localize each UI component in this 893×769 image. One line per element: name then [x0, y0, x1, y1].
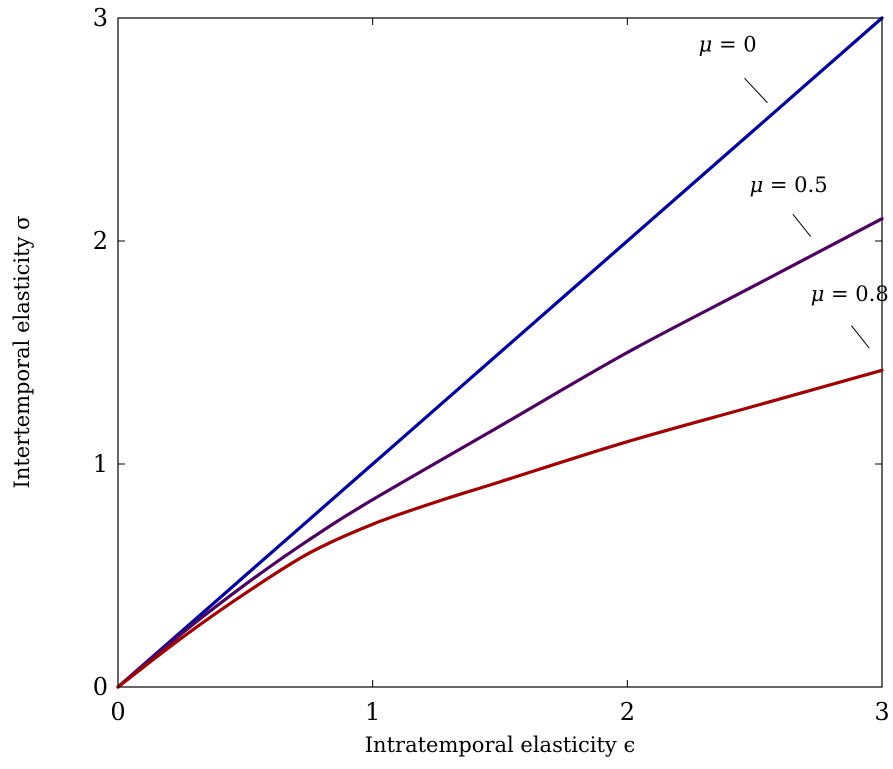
annotation-greek: μ	[811, 282, 825, 306]
y-axis-label: Intertemporal elasticity σ	[10, 216, 34, 489]
annotation-text: μ = 0	[699, 32, 757, 56]
y-tick-label: 2	[93, 227, 108, 255]
series-line-mu-0.5	[116, 217, 884, 689]
x-tick-label: 1	[365, 698, 380, 726]
y-tick-label: 3	[93, 4, 108, 32]
annotation-mu-0.8: μ = 0.8	[811, 282, 889, 349]
x-tick-label: 0	[110, 698, 125, 726]
annotation-pointer	[851, 325, 870, 349]
annotation-value: = 0.5	[763, 173, 827, 197]
ticks: 0 1 2 3 0 1 2 3	[93, 4, 890, 726]
annotation-pointer	[792, 213, 812, 237]
plot-frame	[117, 17, 883, 688]
x-axis-label: Intratemporal elasticity ϵ	[365, 733, 635, 757]
annotation-mu-0.5: μ = 0.5	[750, 173, 828, 237]
annotation-mu-0: μ = 0	[699, 32, 768, 104]
x-tick-label: 2	[620, 698, 635, 726]
series-line-mu-0.8	[116, 368, 884, 689]
annotation-value: = 0	[712, 32, 756, 56]
annotation-greek: μ	[750, 173, 764, 197]
annotation-text: μ = 0.8	[811, 282, 889, 306]
plot-area: μ = 0μ = 0.5μ = 0.8	[116, 16, 889, 689]
annotation-text: μ = 0.5	[750, 173, 828, 197]
annotation-greek: μ	[699, 32, 713, 56]
annotation-pointer	[744, 77, 768, 104]
y-tick-label: 0	[93, 673, 108, 701]
x-tick-label: 3	[874, 698, 889, 726]
series-line-mu-0	[116, 16, 884, 689]
y-tick-label: 1	[93, 450, 108, 478]
annotation-value: = 0.8	[824, 282, 888, 306]
